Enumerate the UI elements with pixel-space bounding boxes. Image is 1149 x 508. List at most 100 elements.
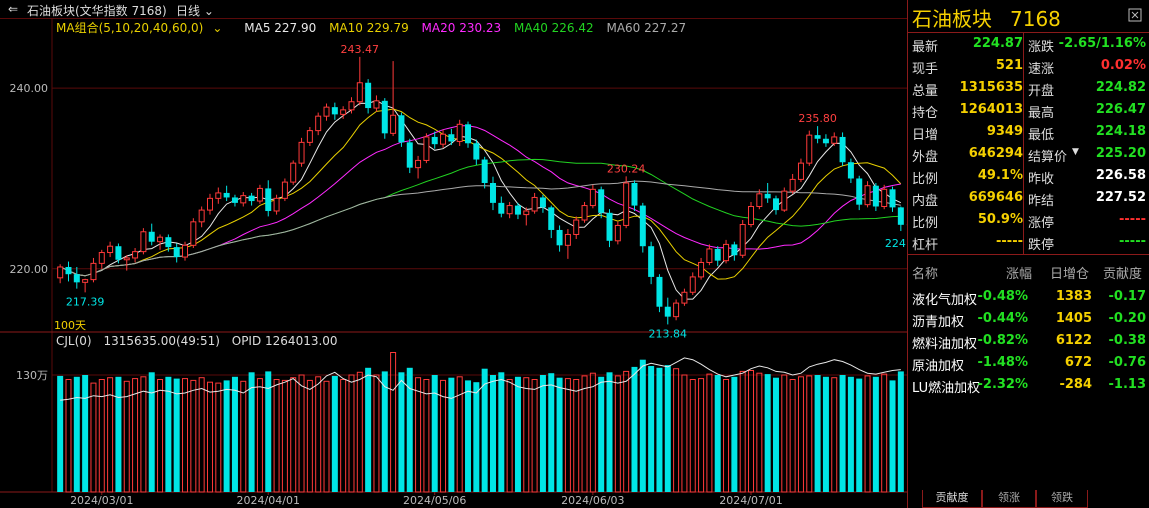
sector-row[interactable]: 沥青加权 -0.44% 1405 -0.20 bbox=[908, 311, 1149, 333]
candle-body bbox=[231, 197, 238, 203]
candle-body bbox=[115, 246, 122, 260]
candle-body bbox=[331, 107, 338, 115]
quote-label: 持仓 bbox=[912, 106, 939, 121]
tab-top-gainers[interactable]: 领涨 bbox=[982, 490, 1036, 508]
x-tick-label: 2024/06/03 bbox=[561, 494, 624, 507]
quote-label[interactable]: 结算价 bbox=[1028, 150, 1068, 165]
volume-bar bbox=[822, 376, 829, 492]
sector-cell: -0.44% bbox=[977, 311, 1029, 326]
quote-value: 1264013 bbox=[959, 102, 1023, 117]
volume-bar bbox=[748, 370, 755, 493]
kline-chart[interactable]: 240.00 220.00 130万 2024/03/01 2024/04/01 2024… bbox=[0, 0, 907, 508]
volume-bar bbox=[57, 375, 64, 492]
volume-bar bbox=[65, 379, 72, 493]
candle-body bbox=[390, 114, 397, 134]
candle-body bbox=[406, 142, 413, 168]
volume-bar bbox=[431, 375, 438, 492]
volume-bar bbox=[897, 371, 904, 492]
volume-bar bbox=[764, 374, 771, 492]
chart-area[interactable]: 240.00 220.00 130万 2024/03/01 2024/04/01 2024… bbox=[0, 0, 907, 508]
candle-body bbox=[764, 193, 771, 199]
sector-header[interactable]: 名称 bbox=[912, 267, 939, 282]
volume-bar bbox=[423, 379, 430, 493]
volume-bar bbox=[82, 375, 89, 492]
ma40-line bbox=[60, 158, 901, 277]
quote-value: 225.20 bbox=[1095, 146, 1146, 161]
candle-body bbox=[639, 205, 646, 247]
volume-bar bbox=[689, 379, 696, 493]
volume-bar bbox=[814, 375, 821, 492]
panel-title-name: 石油板块 bbox=[912, 7, 992, 31]
sector-cell: 沥青加权 bbox=[912, 315, 965, 330]
tab-top-losers[interactable]: 领跌 bbox=[1036, 490, 1088, 508]
quote-label: 日增 bbox=[912, 128, 939, 143]
volume-bar bbox=[847, 376, 854, 492]
sector-cell: -1.13 bbox=[1108, 377, 1146, 392]
close-icon[interactable] bbox=[1128, 8, 1142, 22]
quote-value: 521 bbox=[995, 58, 1023, 73]
volume-bar bbox=[498, 372, 505, 492]
candle-body bbox=[856, 178, 863, 205]
period-selector[interactable]: 日线 ⌄ bbox=[176, 2, 214, 19]
volume-bar bbox=[831, 377, 838, 493]
candle-body bbox=[57, 266, 64, 279]
price-annotation: 243.47 bbox=[341, 43, 380, 56]
volume-bar bbox=[698, 378, 705, 493]
volume-bar bbox=[448, 377, 455, 492]
volume-bar bbox=[98, 379, 105, 493]
sector-row[interactable]: 液化气加权 -0.48% 1383 -0.17 bbox=[908, 289, 1149, 311]
volume-bar bbox=[315, 376, 322, 493]
dropdown-triangle-icon[interactable]: ▼ bbox=[1072, 147, 1079, 157]
sector-cell: -0.48% bbox=[977, 289, 1029, 304]
sector-header[interactable]: 涨幅 bbox=[1006, 267, 1033, 282]
sector-cell: 1405 bbox=[1055, 311, 1092, 326]
quote-label: 昨收 bbox=[1028, 172, 1055, 187]
sector-row[interactable]: 燃料油加权 -0.82% 6122 -0.38 bbox=[908, 333, 1149, 355]
volume-bar bbox=[889, 380, 896, 492]
sector-header[interactable]: 贡献度 bbox=[1102, 267, 1142, 282]
candle-body bbox=[273, 197, 280, 212]
ma-group-selector[interactable]: MA组合(5,10,20,40,60,0) ⌄ bbox=[56, 21, 231, 35]
candle-body bbox=[839, 136, 846, 163]
chevron-down-icon: ⌄ bbox=[200, 4, 214, 18]
volume-indicator-name[interactable]: CJL(0) bbox=[56, 334, 92, 348]
ma60-legend: MA60 227.27 bbox=[606, 21, 687, 35]
back-arrow-icon[interactable]: ⇐ bbox=[8, 2, 19, 16]
quote-label: 跌停 bbox=[1028, 238, 1055, 253]
quote-value: 224.82 bbox=[1095, 80, 1146, 95]
candle-body bbox=[348, 101, 355, 111]
sector-row[interactable]: LU燃油加权 -2.32% -284 -1.13 bbox=[908, 377, 1149, 399]
volume-bar bbox=[523, 377, 530, 493]
candle-body bbox=[739, 224, 746, 256]
volume-bar bbox=[273, 379, 280, 493]
candle-body bbox=[440, 133, 447, 145]
volume-bar bbox=[856, 378, 863, 492]
candle-body bbox=[756, 193, 763, 207]
quote-value: 227.52 bbox=[1095, 190, 1146, 205]
sector-cell: -2.32% bbox=[977, 377, 1029, 392]
volume-bar bbox=[198, 377, 205, 493]
candle-body bbox=[623, 182, 630, 226]
volume-bar bbox=[306, 379, 313, 493]
candle-body bbox=[481, 159, 488, 183]
volume-bar bbox=[731, 376, 738, 492]
quote-label: 比例 bbox=[912, 172, 939, 187]
price-annotation: 213.84 bbox=[649, 327, 688, 340]
x-tick-label: 2024/04/01 bbox=[237, 494, 300, 507]
sector-row[interactable]: 原油加权 -1.48% 672 -0.76 bbox=[908, 355, 1149, 377]
candle-body bbox=[889, 189, 896, 208]
tab-contribution[interactable]: 贡献度 bbox=[922, 490, 982, 508]
volume-bar bbox=[115, 376, 122, 492]
volume-bar bbox=[381, 371, 388, 492]
candle-body bbox=[298, 141, 305, 164]
sector-cell: 6122 bbox=[1055, 333, 1092, 348]
volume-bar bbox=[148, 372, 155, 492]
volume-bar bbox=[539, 375, 546, 492]
candle-body bbox=[90, 262, 97, 281]
volume-bar bbox=[506, 379, 513, 493]
volume-bar bbox=[107, 377, 114, 493]
ma10-line bbox=[60, 108, 902, 280]
candle-body bbox=[107, 245, 114, 254]
quote-label: 涨停 bbox=[1028, 216, 1055, 231]
sector-header[interactable]: 日增仓 bbox=[1050, 267, 1090, 282]
